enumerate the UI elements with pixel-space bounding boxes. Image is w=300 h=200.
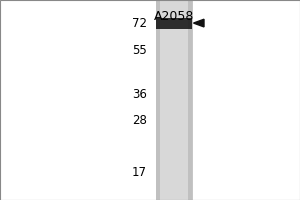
Text: 72: 72 <box>132 17 147 30</box>
Bar <box>156 0 192 200</box>
Text: 28: 28 <box>132 114 147 127</box>
Polygon shape <box>194 19 204 27</box>
Bar <box>188 0 192 200</box>
Text: A2058: A2058 <box>154 10 194 23</box>
Text: 17: 17 <box>132 166 147 179</box>
Bar <box>156 0 160 200</box>
Text: 55: 55 <box>132 44 147 57</box>
Text: 36: 36 <box>132 88 147 101</box>
Bar <box>156 18 192 29</box>
